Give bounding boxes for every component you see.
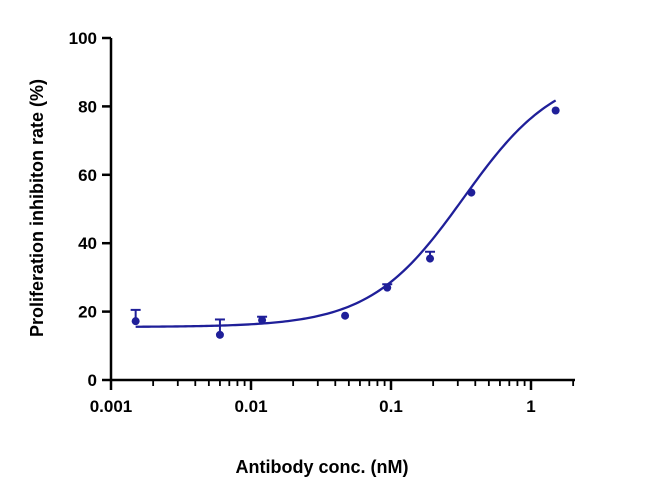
x-tick-label: 0.001 (90, 397, 133, 416)
data-point (341, 311, 350, 320)
data-point (467, 188, 476, 197)
fit-curve (135, 99, 557, 328)
y-axis-title: Proliferation inhibiton rate (%) (27, 79, 47, 337)
data-point (215, 330, 224, 339)
data-point (383, 283, 392, 292)
axes: 0 20 40 60 80 100 0.001 0.01 0.1 1 (69, 29, 575, 416)
y-tick-label: 20 (78, 303, 97, 322)
y-tick-label: 80 (78, 97, 97, 116)
fit-curve-layer (135, 99, 557, 328)
y-tick-label: 100 (69, 29, 97, 48)
y-tick-label: 60 (78, 166, 97, 185)
y-tick-label: 0 (88, 371, 97, 390)
data-point (426, 254, 435, 263)
data-points-layer (130, 106, 560, 339)
data-point (131, 317, 140, 326)
data-point (551, 106, 560, 115)
x-tick-label: 0.1 (379, 397, 403, 416)
x-tick-label: 1 (526, 397, 535, 416)
x-axis-title: Antibody conc. (nM) (236, 457, 409, 477)
x-tick-label: 0.01 (234, 397, 267, 416)
data-point (258, 316, 267, 325)
y-tick-label: 40 (78, 234, 97, 253)
